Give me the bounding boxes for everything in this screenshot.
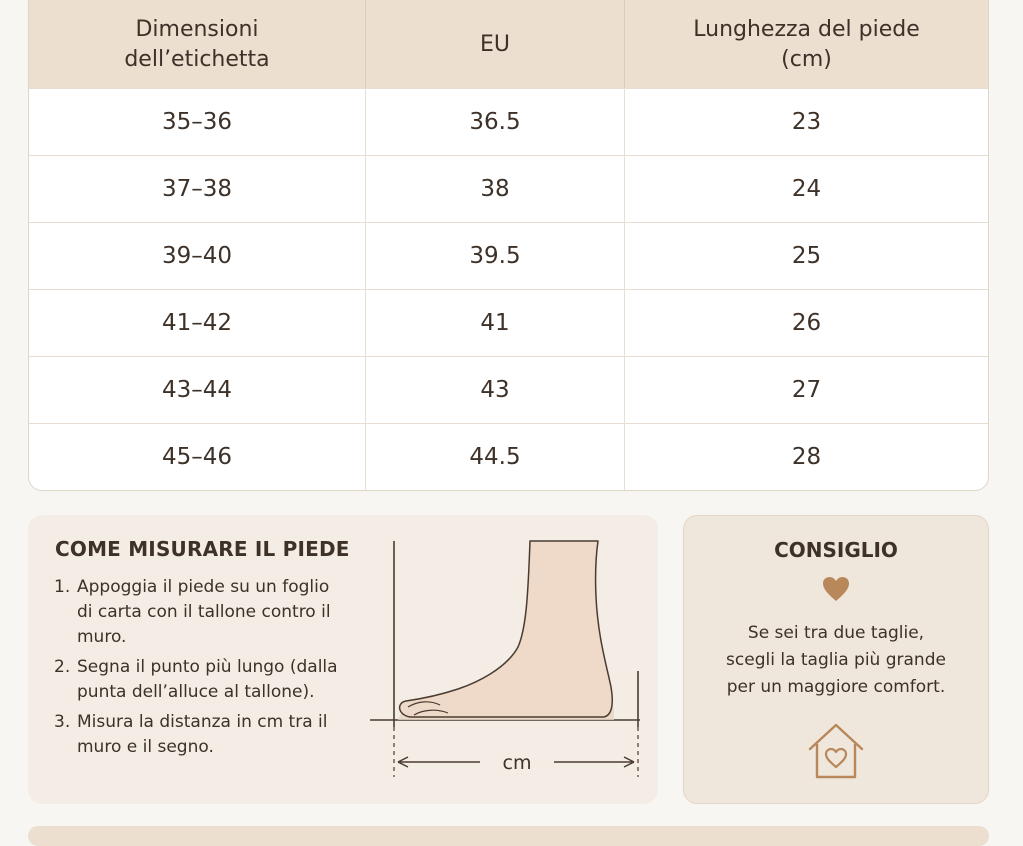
table-row: 35–36 36.5 23 bbox=[29, 88, 988, 155]
table-row: 41–42 41 26 bbox=[29, 289, 988, 356]
heart-icon bbox=[823, 577, 849, 601]
size-table: Dimensioni dell’etichetta EU Lunghezza d… bbox=[28, 0, 989, 491]
header-eu: EU bbox=[365, 0, 624, 88]
step-text: Misura la distanza in cm tra il muro e i… bbox=[77, 712, 328, 757]
cell-label-size: 43–44 bbox=[161, 377, 233, 403]
cm-label: cm bbox=[503, 752, 532, 774]
measure-steps: 1. Appoggia il piede su un foglio di car… bbox=[54, 575, 374, 765]
table-row: 43–44 43 27 bbox=[29, 356, 988, 423]
measure-title: COME MISURARE IL PIEDE bbox=[55, 537, 350, 561]
tip-title: CONSIGLIO bbox=[774, 538, 898, 562]
cell-eu: 43 bbox=[365, 357, 624, 423]
step-number: 2. bbox=[54, 657, 71, 677]
step-number: 1. bbox=[54, 577, 71, 597]
cell-eu: 36.5 bbox=[365, 89, 624, 155]
cell-foot-length: 27 bbox=[624, 357, 988, 423]
how-to-measure-card: COME MISURARE IL PIEDE 1. Appoggia il pi… bbox=[28, 515, 658, 804]
cell-label-size: 45–46 bbox=[161, 444, 233, 470]
cell-eu: 38 bbox=[365, 156, 624, 222]
foot-illustration: cm bbox=[370, 540, 640, 777]
cell-foot-length: 28 bbox=[624, 424, 988, 490]
header-eu-text: EU bbox=[479, 31, 510, 57]
cell-label-size: 35–36 bbox=[161, 109, 233, 135]
table-row: 37–38 38 24 bbox=[29, 155, 988, 222]
header-foot-length: Lunghezza del piede (cm) bbox=[624, 0, 988, 88]
bottom-section-edge bbox=[28, 826, 989, 846]
list-item: 2. Segna il punto più lungo (dalla punta… bbox=[54, 655, 374, 705]
table-row: 39–40 39.5 25 bbox=[29, 222, 988, 289]
cell-eu: 39.5 bbox=[365, 223, 624, 289]
cell-label-size: 37–38 bbox=[161, 176, 233, 202]
header-foot-length-text: Lunghezza del piede (cm) bbox=[693, 16, 920, 72]
header-label-size: Dimensioni dell’etichetta bbox=[29, 0, 365, 88]
cell-foot-length: 25 bbox=[624, 223, 988, 289]
cell-foot-length: 23 bbox=[624, 89, 988, 155]
tip-card: CONSIGLIO Se sei tra due taglie, scegli … bbox=[683, 515, 989, 804]
cell-foot-length: 26 bbox=[624, 290, 988, 356]
tip-text: Se sei tra due taglie, scegli la taglia … bbox=[726, 623, 946, 697]
cell-label-size: 41–42 bbox=[161, 310, 233, 336]
step-text: Segna il punto più lungo (dalla punta de… bbox=[77, 657, 338, 702]
step-text: Appoggia il piede su un foglio di carta … bbox=[77, 577, 331, 647]
step-number: 3. bbox=[54, 712, 71, 732]
cell-label-size: 39–40 bbox=[161, 243, 233, 269]
header-label-size-text: Dimensioni dell’etichetta bbox=[124, 16, 270, 72]
home-heart-icon bbox=[808, 723, 864, 779]
cell-foot-length: 24 bbox=[624, 156, 988, 222]
table-row: 45–46 44.5 28 bbox=[29, 423, 988, 490]
cell-eu: 44.5 bbox=[365, 424, 624, 490]
table-header-row: Dimensioni dell’etichetta EU Lunghezza d… bbox=[29, 0, 988, 88]
list-item: 3. Misura la distanza in cm tra il muro … bbox=[54, 710, 374, 760]
list-item: 1. Appoggia il piede su un foglio di car… bbox=[54, 575, 374, 650]
cell-eu: 41 bbox=[365, 290, 624, 356]
